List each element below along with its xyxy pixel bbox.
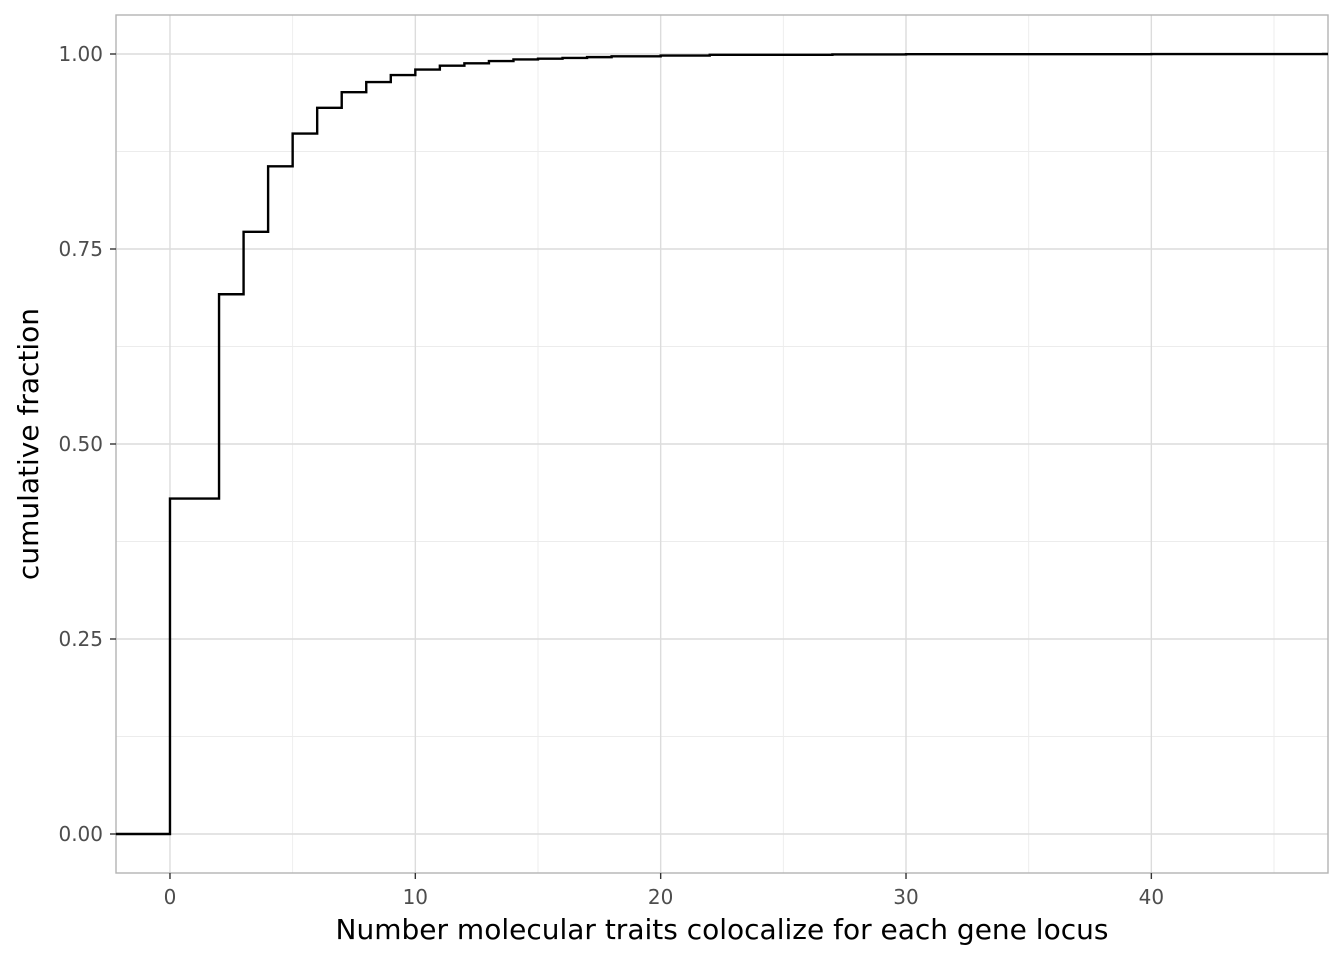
tick-labels: 0 10 20 30 40 0.00 0.25 0.50 0.75 1.00 <box>58 42 1164 909</box>
y-tick-label: 0.50 <box>58 432 103 456</box>
x-tick-label: 0 <box>164 885 177 909</box>
y-tick-label: 0.75 <box>58 237 103 261</box>
y-axis-title: cumulative fraction <box>12 308 45 580</box>
axis-ticks <box>110 53 1153 879</box>
x-tick-label: 40 <box>1139 885 1164 909</box>
x-tick-label: 20 <box>648 885 673 909</box>
x-tick-label: 10 <box>403 885 428 909</box>
ecdf-step-line <box>116 52 1328 836</box>
series-layer <box>116 52 1328 836</box>
y-tick-label: 0.25 <box>58 627 103 651</box>
y-tick-label: 0.00 <box>58 822 103 846</box>
x-axis-title: Number molecular traits colocalize for e… <box>336 913 1109 946</box>
y-tick-label: 1.00 <box>58 42 103 66</box>
gridlines <box>116 15 1328 873</box>
x-tick-label: 30 <box>893 885 918 909</box>
